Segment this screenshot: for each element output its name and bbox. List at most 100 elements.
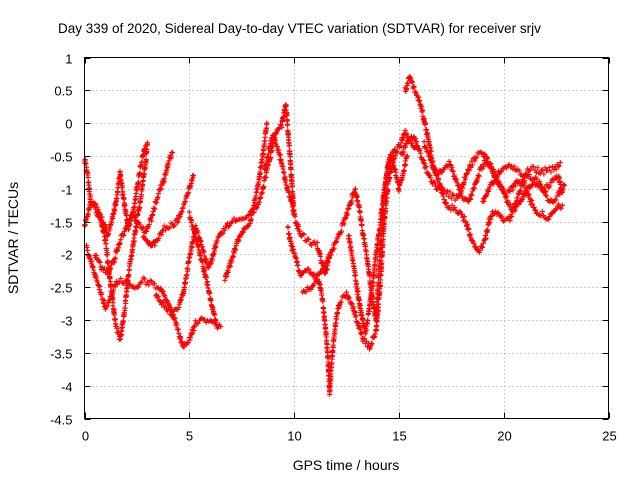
data-point <box>165 162 171 168</box>
data-point <box>430 179 437 185</box>
data-point <box>393 169 399 175</box>
data-point <box>375 288 381 294</box>
data-point <box>374 241 381 248</box>
data-point <box>181 284 187 290</box>
data-point <box>343 289 350 295</box>
data-point <box>93 202 99 208</box>
data-point <box>412 89 418 95</box>
data-point <box>402 127 408 133</box>
data-point <box>126 221 132 227</box>
data-point <box>531 164 537 170</box>
data-point <box>527 167 533 173</box>
data-point <box>125 277 131 283</box>
data-point <box>108 282 114 288</box>
data-point <box>452 204 458 211</box>
data-point <box>97 283 103 290</box>
data-point <box>488 213 494 219</box>
data-point <box>144 140 150 146</box>
data-point <box>103 241 109 247</box>
data-point <box>279 125 285 131</box>
data-point <box>367 345 373 351</box>
data-point <box>427 175 434 181</box>
y-tick-label: 1 <box>65 52 72 67</box>
data-point <box>116 279 122 285</box>
data-point <box>159 232 165 238</box>
y-tick-label: -1 <box>61 183 73 198</box>
data-point <box>324 341 330 347</box>
data-point <box>546 164 552 171</box>
y-tick-label: -3.5 <box>50 347 72 362</box>
data-point <box>375 279 381 285</box>
data-point <box>321 265 327 271</box>
data-point <box>319 269 325 275</box>
data-point <box>427 156 433 162</box>
data-point <box>501 190 507 196</box>
data-point <box>354 281 360 287</box>
data-point <box>213 243 219 249</box>
data-point <box>171 312 177 318</box>
data-point <box>357 209 363 215</box>
data-point <box>169 150 176 156</box>
data-point <box>108 262 114 268</box>
data-point <box>284 112 290 118</box>
data-point <box>516 201 522 207</box>
data-point <box>271 134 277 140</box>
y-axis-ticks: 1 0.5 0 -0.5 -1 -1.5 -2 -2.5 -3 -3.5 -4 -4.5 <box>50 52 609 428</box>
data-point <box>500 186 506 192</box>
data-point <box>218 324 224 330</box>
data-point <box>526 172 532 178</box>
data-point <box>124 225 130 231</box>
data-point <box>131 238 137 244</box>
y-tick-label: -2.5 <box>50 281 72 296</box>
y-axis-label: SDTVAR / TECUs <box>5 182 21 294</box>
data-point <box>370 279 376 285</box>
data-point <box>191 226 197 232</box>
data-point <box>448 207 454 213</box>
data-point <box>491 181 497 187</box>
data-point <box>428 145 434 151</box>
data-point <box>200 259 206 265</box>
data-point <box>524 186 530 192</box>
data-point <box>306 266 312 272</box>
data-point <box>487 220 493 226</box>
data-point <box>121 228 128 234</box>
data-point <box>481 164 487 170</box>
data-point <box>314 239 320 245</box>
data-point <box>151 281 157 287</box>
data-point <box>142 143 148 149</box>
data-point <box>471 240 477 246</box>
series-9 <box>262 132 297 218</box>
data-point <box>96 259 102 265</box>
grid-lines <box>84 57 609 419</box>
data-point <box>334 316 340 322</box>
data-point <box>139 279 145 285</box>
data-point <box>490 168 496 174</box>
x-axis-label: GPS time / hours <box>293 457 400 473</box>
data-point <box>85 174 91 180</box>
data-point <box>97 211 103 217</box>
data-point <box>454 176 460 182</box>
data-point <box>518 187 524 193</box>
data-point <box>220 230 226 236</box>
data-point <box>380 202 386 208</box>
data-point <box>511 163 517 169</box>
data-point <box>487 184 493 190</box>
data-point <box>111 211 117 217</box>
data-point <box>446 158 452 164</box>
data-point <box>404 153 410 159</box>
data-point <box>137 204 143 210</box>
data-point <box>466 168 472 174</box>
data-point <box>513 205 519 211</box>
data-point <box>112 207 118 213</box>
data-point <box>103 304 109 310</box>
data-point <box>433 183 439 189</box>
data-point <box>458 190 464 196</box>
data-point <box>99 214 105 220</box>
data-point <box>349 198 355 204</box>
data-point <box>408 74 414 80</box>
data-point <box>155 191 161 197</box>
chart-title: Day 339 of 2020, Sidereal Day-to-day VTE… <box>58 21 541 36</box>
data-point <box>162 294 168 300</box>
data-point <box>132 214 138 220</box>
data-point <box>215 234 221 240</box>
